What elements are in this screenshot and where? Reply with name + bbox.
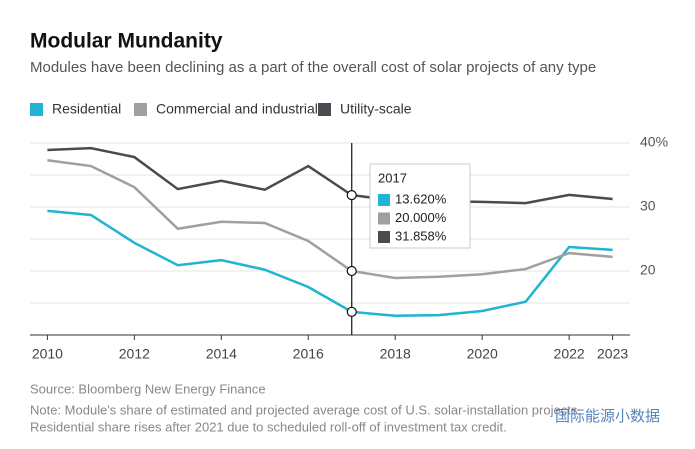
series-line <box>47 146 613 205</box>
series-line <box>47 159 613 280</box>
legend-swatch <box>318 103 331 116</box>
hover-point <box>346 190 357 201</box>
y-tick-label: 20 <box>640 262 656 278</box>
note: Residential share rises after 2021 due t… <box>30 419 507 434</box>
y-tick-label: 40% <box>640 134 668 150</box>
legend-swatch <box>134 103 147 116</box>
tooltip-value: 13.620% <box>395 191 447 206</box>
legend-label: Commercial and industrial <box>156 101 318 117</box>
chart-title: Modular Mundanity <box>30 30 223 53</box>
watermark: 国际能源小数据 <box>555 408 660 425</box>
legend-label: Residential <box>52 101 121 117</box>
hover-point <box>346 306 357 317</box>
chart-subtitle: Modules have been declining as a part of… <box>30 59 596 76</box>
x-tick-label: 2016 <box>293 346 324 362</box>
x-tick-label: 2014 <box>206 346 237 362</box>
legend-swatch <box>30 103 43 116</box>
legend-label: Utility-scale <box>340 101 412 117</box>
source: Source: Bloomberg New Energy Finance <box>30 381 266 396</box>
x-tick-label: 2023 <box>597 346 628 362</box>
x-tick-label: 2018 <box>380 346 411 362</box>
note: Note: Module's share of estimated and pr… <box>30 402 581 417</box>
tooltip-swatch <box>378 212 390 225</box>
x-tick-label: 2020 <box>467 346 498 362</box>
tooltip-value: 20.000% <box>395 210 447 225</box>
x-tick-label: 2010 <box>32 346 63 362</box>
tooltip-title: 2017 <box>378 170 407 185</box>
hover-point <box>346 265 357 277</box>
y-tick-label: 30 <box>640 198 656 214</box>
tooltip-value: 31.858% <box>395 228 447 243</box>
tooltip-swatch <box>378 231 390 243</box>
series-line <box>47 209 613 318</box>
tooltip-swatch <box>378 194 390 206</box>
x-tick-label: 2022 <box>554 346 585 362</box>
x-tick-label: 2012 <box>119 346 150 362</box>
